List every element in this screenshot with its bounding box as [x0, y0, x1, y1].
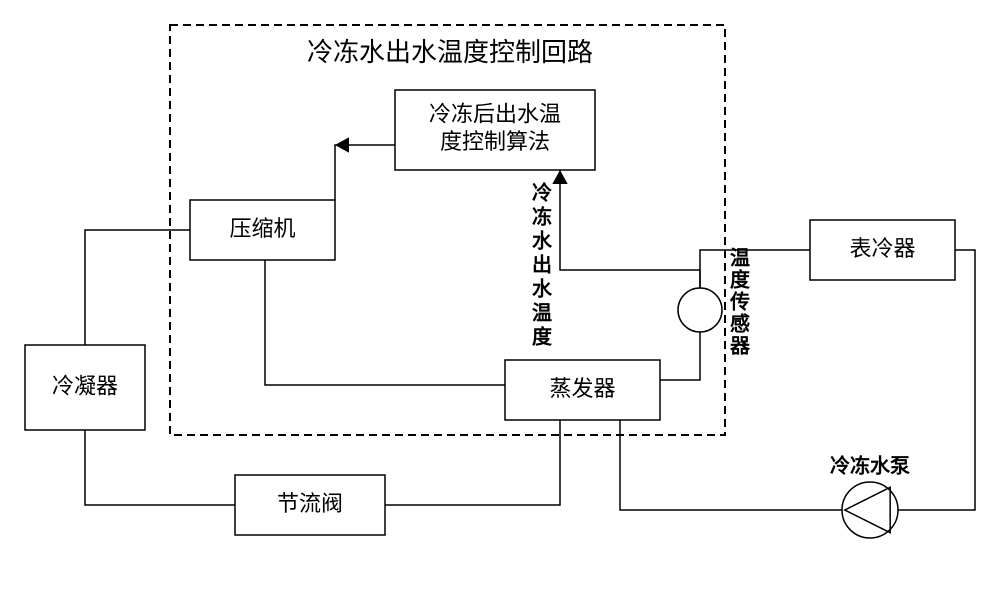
edge-temp_sensor-cooler [700, 250, 810, 288]
label-chilled-water-out-temp-char-3: 出 [532, 254, 552, 277]
node-compressor-label: 压缩机 [229, 216, 295, 241]
label-temp-sensor-char-2: 传 [729, 291, 750, 314]
label-chilled-water-out-temp-char-4: 水 [532, 278, 553, 301]
edge-compressor-condenser [85, 230, 190, 345]
label-chilled-water-out-temp-char-2: 水 [532, 230, 553, 253]
node-algorithm-line-1: 度控制算法 [440, 129, 550, 154]
node-condenser-label: 冷凝器 [52, 374, 118, 399]
label-temp-sensor-char-0: 温 [730, 246, 750, 270]
node-algorithm-line-0: 冷冻后出水温 [429, 101, 561, 126]
diagram-canvas: 冷冻水出水温度控制回路冷冻后出水温度控制算法压缩机蒸发器冷凝器节流阀表冷器冷冻水… [0, 0, 1000, 594]
edge-pump-evaporator [620, 420, 842, 510]
arrowhead-temp_sensor-algorithm [552, 170, 567, 184]
edge-evaporator-compressor [265, 260, 505, 385]
label-chilled-water-out-temp-char-6: 度 [532, 325, 553, 349]
node-temp-sensor [678, 288, 722, 332]
label-temp-sensor-char-3: 感 [730, 312, 750, 336]
label-chilled-water-out-temp-char-0: 冷 [532, 181, 552, 205]
control-loop-title: 冷冻水出水温度控制回路 [307, 38, 593, 67]
label-chilled-water-out-temp-char-5: 温 [532, 301, 552, 325]
edge-evaporator-temp_sensor [660, 332, 700, 380]
label-temp-sensor-char-4: 器 [729, 335, 751, 358]
edge-temp_sensor-algorithm [560, 170, 700, 288]
node-evaporator-label: 蒸发器 [549, 376, 615, 401]
label-temp-sensor-char-1: 度 [730, 268, 751, 292]
node-throttle-label: 节流阀 [277, 491, 343, 516]
edge-throttle-evaporator [385, 420, 560, 505]
label-chilled-water-out-temp-char-1: 冻 [532, 205, 552, 229]
edge-algorithm-compressor [335, 145, 395, 200]
edge-condenser-throttle [85, 430, 235, 505]
node-cooler-label: 表冷器 [849, 236, 915, 261]
pump-label: 冷冻水泵 [830, 454, 910, 478]
arrowhead-algorithm-compressor [335, 137, 349, 152]
